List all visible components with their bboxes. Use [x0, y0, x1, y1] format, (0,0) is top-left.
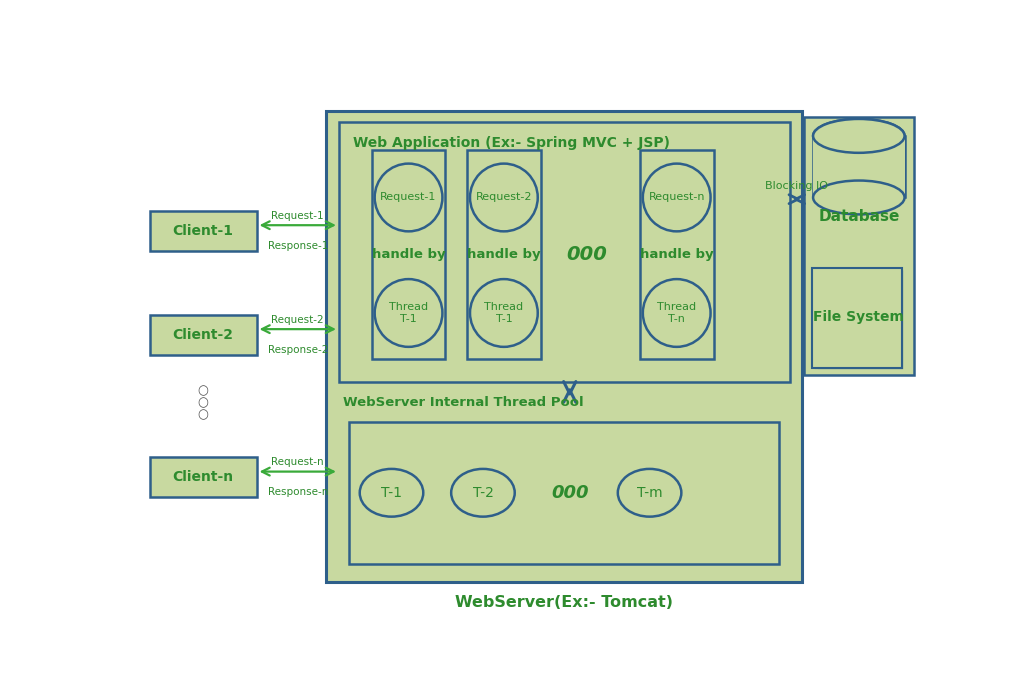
Text: Database: Database — [818, 209, 899, 224]
Ellipse shape — [470, 164, 538, 231]
Bar — [819, 272, 902, 368]
Bar — [326, 111, 802, 583]
Text: Thread
T-1: Thread T-1 — [484, 302, 523, 324]
Text: Thread
T-1: Thread T-1 — [389, 302, 428, 324]
Bar — [372, 150, 445, 359]
Ellipse shape — [375, 164, 442, 231]
Ellipse shape — [813, 180, 904, 214]
Text: Request-2: Request-2 — [271, 315, 324, 324]
Bar — [150, 315, 257, 354]
Bar — [349, 422, 779, 564]
Text: T-1: T-1 — [381, 486, 402, 500]
Text: Request-2: Request-2 — [475, 193, 532, 203]
Ellipse shape — [813, 119, 904, 153]
Text: Client-n: Client-n — [173, 470, 233, 484]
Text: Thread
T-n: Thread T-n — [657, 302, 696, 324]
Text: T-2: T-2 — [472, 486, 494, 500]
Bar — [804, 117, 913, 374]
Text: Client-1: Client-1 — [173, 223, 233, 237]
Text: Client-2: Client-2 — [173, 328, 233, 342]
Ellipse shape — [643, 279, 711, 347]
Bar — [640, 150, 714, 359]
Text: Request-1: Request-1 — [380, 193, 437, 203]
Text: Web Application (Ex:- Spring MVC + JSP): Web Application (Ex:- Spring MVC + JSP) — [352, 136, 670, 150]
Bar — [813, 136, 904, 198]
Text: Request-n: Request-n — [648, 193, 705, 203]
Text: handle by: handle by — [640, 248, 714, 261]
Text: 000: 000 — [551, 484, 589, 502]
Ellipse shape — [452, 469, 515, 516]
Text: ○
○
○: ○ ○ ○ — [198, 383, 209, 421]
Ellipse shape — [470, 279, 538, 347]
Text: Request-n: Request-n — [271, 457, 324, 467]
Text: WebServer(Ex:- Tomcat): WebServer(Ex:- Tomcat) — [455, 595, 673, 610]
Text: File System: File System — [813, 310, 904, 324]
Text: Response-1: Response-1 — [267, 242, 328, 251]
Text: handle by: handle by — [372, 248, 445, 261]
Text: Response-2: Response-2 — [267, 345, 328, 354]
Bar — [150, 457, 257, 497]
Ellipse shape — [375, 279, 442, 347]
Bar — [467, 150, 541, 359]
Bar — [812, 269, 902, 368]
Bar — [150, 211, 257, 251]
Text: Request-1: Request-1 — [271, 211, 324, 221]
Bar — [816, 271, 902, 368]
Ellipse shape — [813, 119, 904, 153]
Text: WebServer Internal Thread Pool: WebServer Internal Thread Pool — [343, 396, 584, 409]
Text: Blocking IO: Blocking IO — [765, 182, 828, 191]
Ellipse shape — [617, 469, 681, 516]
Text: handle by: handle by — [467, 248, 541, 261]
Ellipse shape — [359, 469, 423, 516]
Text: Response-n: Response-n — [267, 487, 328, 497]
Ellipse shape — [643, 164, 711, 231]
Text: 000: 000 — [566, 245, 607, 264]
Text: T-m: T-m — [637, 486, 663, 500]
Bar — [339, 122, 790, 382]
